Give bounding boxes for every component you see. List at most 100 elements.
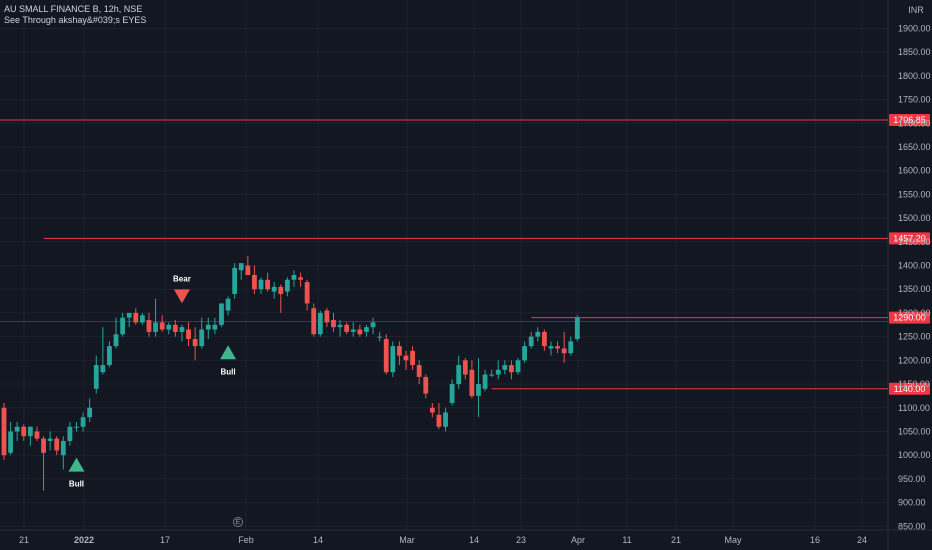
- price-axis[interactable]: 850.00 900.00 950.00 1000.00 1050.00 1100.00 1…: [898, 23, 931, 531]
- candle-body: [47, 438, 53, 441]
- price-tick-label: 1350.00: [898, 284, 931, 294]
- time-tick-label: 21: [19, 535, 29, 545]
- time-tick-label: 24: [857, 535, 867, 545]
- candle-body: [337, 324, 343, 328]
- candle-body: [548, 346, 554, 349]
- candle-body: [199, 329, 205, 347]
- candle-body: [34, 431, 40, 439]
- candle-body: [377, 336, 383, 338]
- time-tick-label: Feb: [238, 535, 254, 545]
- horizontal-levels[interactable]: 1706.85 1457.20 1290.00 1140.00: [0, 114, 930, 395]
- bull-signal-label: Bull: [69, 480, 84, 489]
- price-tick-label: 950.00: [898, 474, 926, 484]
- time-tick-label: 17: [160, 535, 170, 545]
- time-tick-label: Apr: [571, 535, 585, 545]
- level-price-label: 1457.20: [893, 233, 926, 243]
- candle-body: [278, 286, 284, 294]
- candle-body: [357, 329, 363, 335]
- candle-body: [515, 360, 521, 373]
- price-tick-label: 1050.00: [898, 426, 931, 436]
- candle-body: [304, 282, 310, 304]
- currency-label: INR: [908, 5, 924, 15]
- candle-body: [344, 324, 350, 332]
- candlestick-series: [1, 256, 580, 491]
- candle-body: [14, 426, 20, 432]
- candle-body: [502, 365, 508, 370]
- signal-markers: Bull Bear Bull: [68, 274, 237, 489]
- candle-body: [8, 431, 13, 453]
- candle-body: [489, 374, 495, 376]
- price-tick-label: 1850.00: [898, 47, 931, 57]
- symbol-title[interactable]: AU SMALL FINANCE B, 12h, NSE: [4, 4, 143, 14]
- candle-body: [561, 348, 567, 354]
- candle-body: [192, 339, 198, 347]
- candle-body: [416, 365, 422, 377]
- candle-body: [390, 346, 396, 373]
- candle-body: [205, 324, 211, 330]
- price-tick-label: 1250.00: [898, 332, 931, 342]
- candle-body: [522, 346, 528, 361]
- candle-body: [153, 322, 158, 332]
- candle-body: [397, 346, 402, 356]
- candle-body: [245, 265, 251, 275]
- time-tick-label: 23: [516, 535, 526, 545]
- level-price-tag: [889, 232, 930, 245]
- candle-body: [331, 320, 336, 328]
- price-tick-label: 1000.00: [898, 450, 931, 460]
- price-tick-label: 1150.00: [898, 379, 930, 389]
- candle-body: [252, 275, 257, 290]
- candle-body: [67, 426, 73, 441]
- candle-body: [568, 341, 574, 354]
- candle-body: [120, 317, 126, 335]
- candle-body: [370, 322, 376, 328]
- candle-body: [258, 279, 264, 290]
- level-price-label: 1140.00: [894, 384, 926, 394]
- earnings-icon[interactable]: E: [233, 517, 243, 527]
- level-price-label: 1706.85: [893, 115, 926, 125]
- candle-body: [27, 426, 33, 437]
- level-price-tag: [889, 114, 930, 127]
- time-tick-label: 14: [313, 535, 323, 545]
- time-tick-label: 14: [469, 535, 479, 545]
- candle-body: [364, 327, 369, 332]
- candle-body: [107, 346, 112, 366]
- candle-body: [449, 384, 455, 404]
- candle-body: [482, 374, 488, 389]
- time-tick-label: Mar: [399, 535, 415, 545]
- candle-body: [219, 303, 224, 325]
- time-tick-label: May: [724, 535, 742, 545]
- price-tick-label: 1550.00: [898, 189, 931, 199]
- time-tick-label: 16: [810, 535, 820, 545]
- price-tick-label: 1500.00: [898, 213, 931, 223]
- chart-grid: [0, 0, 888, 530]
- candle-body: [225, 298, 231, 311]
- candle-body: [541, 331, 547, 347]
- candle-body: [476, 384, 481, 396]
- candle-body: [284, 279, 290, 292]
- candle-body: [555, 346, 560, 349]
- candle-body: [179, 327, 185, 332]
- price-tick-label: 1750.00: [898, 95, 931, 105]
- price-tick-label: 1600.00: [898, 166, 931, 176]
- indicator-title[interactable]: See Through akshay&#039;s EYES: [4, 15, 147, 25]
- price-tick-label: 850.00: [898, 521, 926, 531]
- price-tick-label: 1700.00: [898, 118, 931, 128]
- price-tick-label: 1300.00: [898, 308, 931, 318]
- price-tick-label: 1650.00: [898, 142, 931, 152]
- candle-body: [535, 331, 541, 337]
- candle-body: [21, 426, 27, 437]
- candle-body: [324, 310, 330, 323]
- candle-body: [212, 324, 218, 330]
- price-tick-label: 1200.00: [898, 355, 931, 365]
- bull-signal-arrow: [220, 345, 237, 360]
- candle-body: [443, 412, 448, 427]
- time-tick-label: 2022: [74, 535, 94, 545]
- candle-body: [574, 317, 580, 340]
- candle-body: [80, 417, 86, 427]
- level-price-tag: [889, 382, 930, 395]
- time-axis[interactable]: 21 2022 17 Feb 14 Mar 14 23 Apr 11 21 May 16 24: [19, 535, 867, 545]
- candle-body: [159, 322, 165, 330]
- bull-signal-label: Bull: [221, 367, 236, 376]
